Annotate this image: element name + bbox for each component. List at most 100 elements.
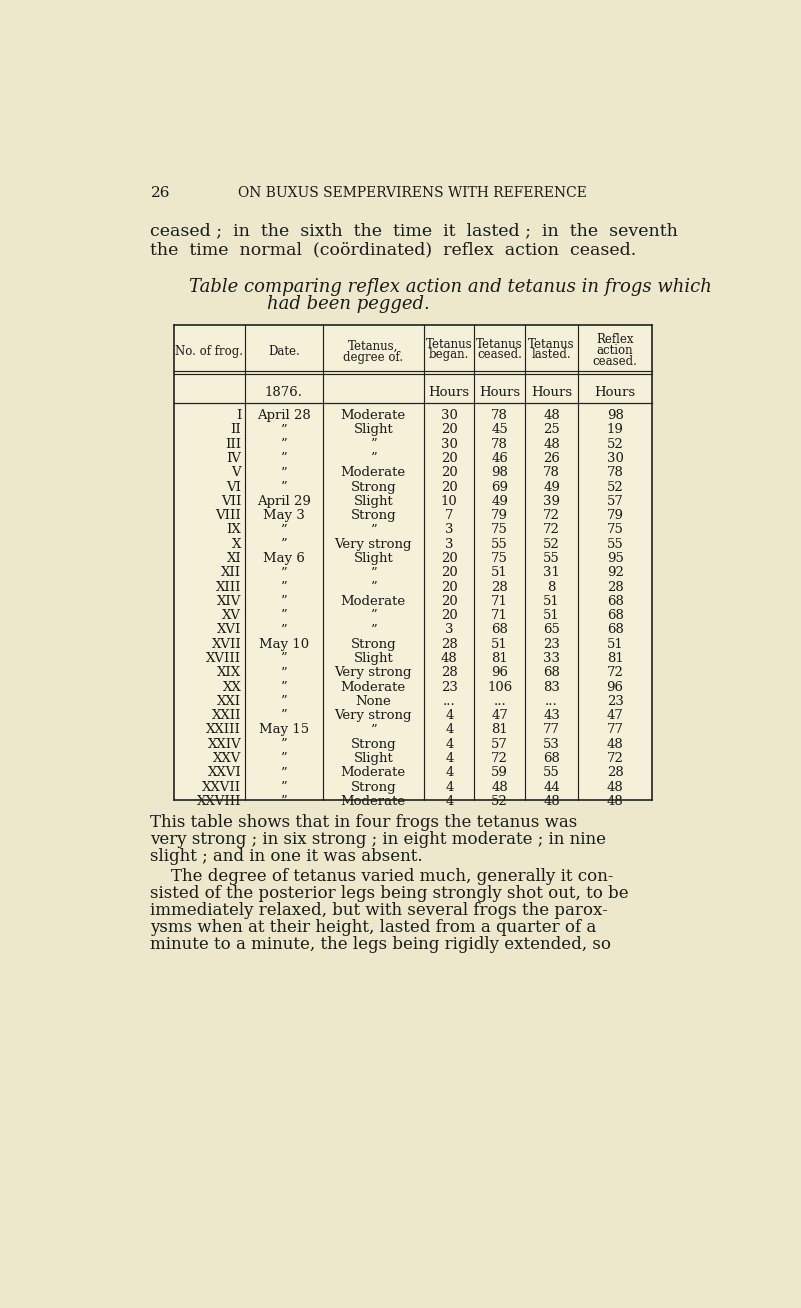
Text: 81: 81 [606, 651, 623, 664]
Text: ”: ” [280, 624, 288, 637]
Text: 23: 23 [441, 680, 457, 693]
Text: 71: 71 [491, 595, 508, 608]
Text: Slight: Slight [353, 651, 393, 664]
Text: 81: 81 [491, 651, 508, 664]
Text: action: action [597, 344, 634, 357]
Text: 4: 4 [445, 781, 453, 794]
Text: XIII: XIII [215, 581, 241, 594]
Text: ”: ” [370, 566, 376, 579]
Text: ON BUXUS SEMPERVIRENS WITH REFERENCE: ON BUXUS SEMPERVIRENS WITH REFERENCE [238, 186, 587, 200]
Text: III: III [225, 438, 241, 451]
Text: XVII: XVII [211, 638, 241, 650]
Text: Moderate: Moderate [340, 795, 406, 808]
Text: 45: 45 [491, 424, 508, 437]
Text: 26: 26 [151, 186, 170, 200]
Text: 51: 51 [491, 566, 508, 579]
Text: VI: VI [226, 480, 241, 493]
Text: 3: 3 [445, 523, 453, 536]
Text: ”: ” [370, 523, 376, 536]
Text: 72: 72 [543, 523, 560, 536]
Text: 68: 68 [491, 624, 508, 637]
Text: 20: 20 [441, 552, 457, 565]
Text: XV: XV [222, 610, 241, 623]
Text: XIX: XIX [217, 666, 241, 679]
Text: 48: 48 [543, 795, 560, 808]
Text: 92: 92 [606, 566, 623, 579]
Text: Tetanus: Tetanus [477, 337, 523, 351]
Text: Very strong: Very strong [335, 538, 412, 551]
Text: 30: 30 [441, 438, 457, 451]
Text: 68: 68 [606, 595, 623, 608]
Text: Strong: Strong [351, 480, 396, 493]
Text: Slight: Slight [353, 424, 393, 437]
Text: 1876.: 1876. [265, 386, 303, 399]
Text: 68: 68 [606, 624, 623, 637]
Text: 52: 52 [491, 795, 508, 808]
Text: XIV: XIV [217, 595, 241, 608]
Text: 78: 78 [491, 409, 508, 422]
Text: XVIII: XVIII [206, 651, 241, 664]
Text: ”: ” [370, 438, 376, 451]
Text: Moderate: Moderate [340, 595, 406, 608]
Text: very strong ; in six strong ; in eight moderate ; in nine: very strong ; in six strong ; in eight m… [151, 831, 606, 848]
Text: the  time  normal  (coördinated)  reflex  action  ceased.: the time normal (coördinated) reflex act… [151, 241, 637, 258]
Text: Slight: Slight [353, 494, 393, 508]
Text: Moderate: Moderate [340, 409, 406, 422]
Text: 106: 106 [487, 680, 513, 693]
Text: 51: 51 [606, 638, 623, 650]
Text: 57: 57 [491, 738, 508, 751]
Text: 79: 79 [491, 509, 508, 522]
Text: immediately relaxed, but with several frogs the parox-: immediately relaxed, but with several fr… [151, 901, 608, 918]
Text: I: I [235, 409, 241, 422]
Text: Hours: Hours [479, 386, 520, 399]
Text: No. of frog.: No. of frog. [175, 345, 244, 358]
Text: ”: ” [280, 651, 288, 664]
Text: ”: ” [280, 566, 288, 579]
Text: 43: 43 [543, 709, 560, 722]
Text: 28: 28 [606, 766, 623, 780]
Text: 81: 81 [491, 723, 508, 736]
Text: slight ; and in one it was absent.: slight ; and in one it was absent. [151, 848, 423, 865]
Text: 72: 72 [606, 752, 623, 765]
Text: 72: 72 [606, 666, 623, 679]
Text: April 28: April 28 [257, 409, 311, 422]
Text: ysms when at their height, lasted from a quarter of a: ysms when at their height, lasted from a… [151, 918, 597, 935]
Text: 28: 28 [441, 666, 457, 679]
Text: ”: ” [370, 624, 376, 637]
Text: 55: 55 [543, 552, 560, 565]
Text: 57: 57 [606, 494, 623, 508]
Text: 48: 48 [543, 438, 560, 451]
Text: degree of.: degree of. [344, 351, 404, 364]
Text: 68: 68 [543, 666, 560, 679]
Text: 4: 4 [445, 766, 453, 780]
Text: Moderate: Moderate [340, 680, 406, 693]
Text: IX: IX [227, 523, 241, 536]
Text: ”: ” [280, 709, 288, 722]
Text: 78: 78 [491, 438, 508, 451]
Text: ”: ” [280, 781, 288, 794]
Text: 48: 48 [606, 738, 623, 751]
Text: 10: 10 [441, 494, 457, 508]
Text: XXV: XXV [213, 752, 241, 765]
Text: ”: ” [280, 752, 288, 765]
Text: 25: 25 [543, 424, 560, 437]
Text: 55: 55 [543, 766, 560, 780]
Text: 71: 71 [491, 610, 508, 623]
Text: 4: 4 [445, 752, 453, 765]
Text: 49: 49 [491, 494, 508, 508]
Text: 47: 47 [491, 709, 508, 722]
Text: 68: 68 [606, 610, 623, 623]
Text: Tetanus: Tetanus [528, 337, 575, 351]
Text: ”: ” [280, 538, 288, 551]
Text: XII: XII [221, 566, 241, 579]
Text: XI: XI [227, 552, 241, 565]
Text: 52: 52 [606, 438, 623, 451]
Text: 39: 39 [543, 494, 560, 508]
Text: Hours: Hours [429, 386, 470, 399]
Text: 77: 77 [543, 723, 560, 736]
Text: 65: 65 [543, 624, 560, 637]
Text: VIII: VIII [215, 509, 241, 522]
Text: 52: 52 [606, 480, 623, 493]
Text: Hours: Hours [594, 386, 636, 399]
Text: 31: 31 [543, 566, 560, 579]
